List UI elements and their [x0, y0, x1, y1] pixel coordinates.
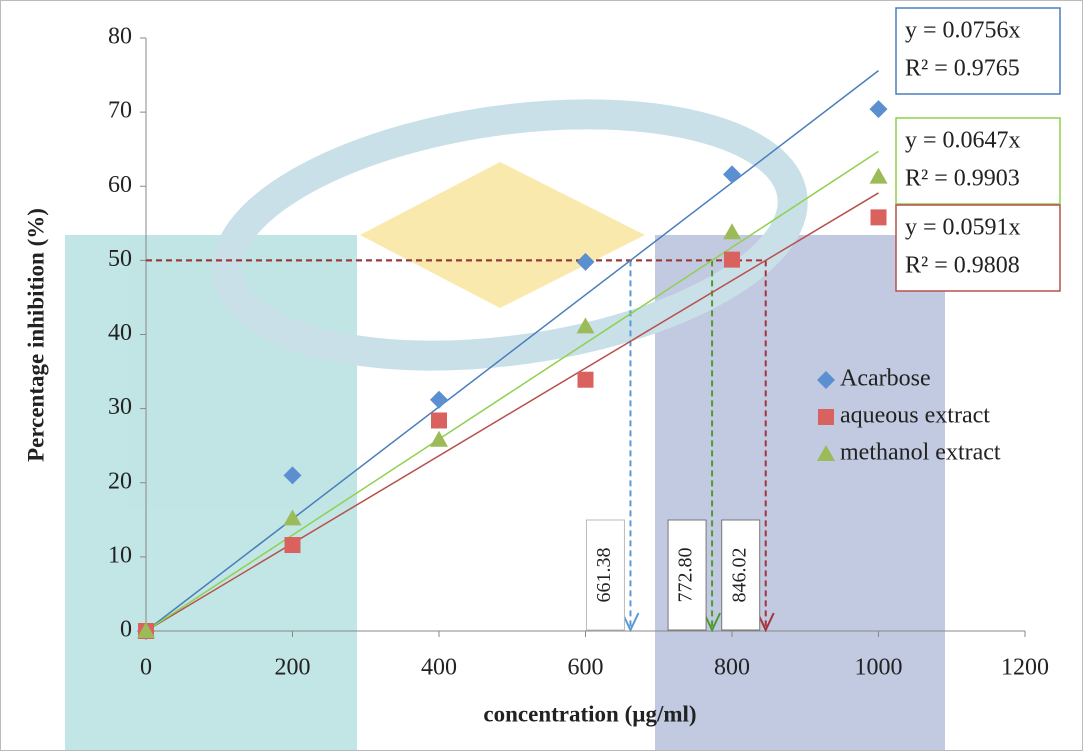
data-point [724, 252, 740, 268]
legend-label: aqueous extract [840, 403, 990, 429]
data-point [870, 100, 888, 118]
y-tick-label: 70 [108, 98, 132, 124]
trend-r2: R² = 0.9903 [905, 166, 1020, 192]
data-point [578, 372, 594, 388]
y-tick-label: 20 [108, 468, 132, 494]
data-point [723, 165, 741, 183]
y-tick-label: 10 [108, 542, 132, 568]
data-point [285, 537, 301, 553]
trend-r2: R² = 0.9808 [905, 253, 1020, 279]
x-tick-label: 1000 [855, 655, 903, 681]
data-point [431, 412, 447, 428]
x-tick-label: 800 [714, 655, 750, 681]
x-tick-label: 0 [140, 655, 152, 681]
trend-equation: y = 0.0756x [905, 18, 1021, 44]
x-tick-label: 200 [275, 655, 311, 681]
data-point [430, 431, 448, 447]
x-axis-title: concentration (µg/ml) [483, 701, 696, 726]
watermark-diamond [360, 162, 645, 308]
legend-label: Acarbose [840, 366, 931, 392]
x-tick-label: 1200 [1001, 655, 1049, 681]
y-tick-label: 60 [108, 172, 132, 198]
trend-equation: y = 0.0591x [905, 215, 1021, 241]
data-point [430, 391, 448, 409]
trend-equation: y = 0.0647x [905, 128, 1021, 154]
ic50-label: 772.80 [675, 548, 697, 603]
data-point [723, 223, 741, 239]
ic50-label: 846.02 [728, 548, 750, 603]
y-tick-label: 50 [108, 246, 132, 272]
y-tick-label: 0 [120, 617, 132, 643]
ic50-label: 661.38 [593, 548, 615, 603]
y-tick-label: 30 [108, 394, 132, 420]
x-tick-label: 400 [421, 655, 457, 681]
x-tick-label: 600 [568, 655, 604, 681]
data-point [871, 209, 887, 225]
data-point [870, 168, 888, 184]
y-axis-title: Percentage inhibition (%) [23, 208, 48, 462]
legend-label: methanol extract [840, 440, 1001, 466]
data-point [818, 409, 834, 425]
chart: concentration (µg/ml) Percentage inhibit… [0, 0, 1083, 751]
trend-r2: R² = 0.9765 [905, 56, 1020, 82]
y-tick-label: 80 [108, 24, 132, 50]
y-tick-label: 40 [108, 320, 132, 346]
